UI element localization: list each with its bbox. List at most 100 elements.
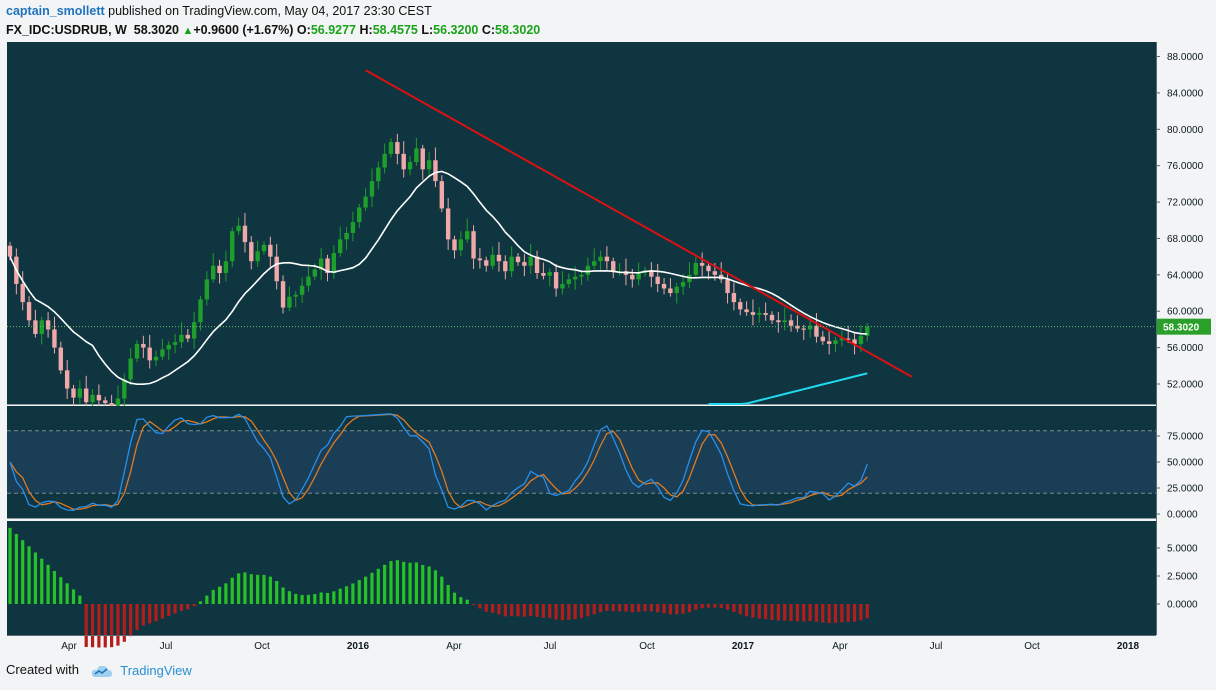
hist-bar-positive [243,572,247,604]
price-axis[interactable]: 88.0000 84.0000 80.0000 76.0000 72.0000 68.00… [1156,42,1211,635]
candle-up [547,272,552,276]
hist-bar-positive [319,592,323,604]
time-tick-label: Oct [1024,641,1040,652]
time-tick-label: Apr [446,641,462,652]
tradingview-link[interactable]: TradingView [120,663,192,679]
hist-bar-negative [745,604,749,617]
candle-down [534,256,540,274]
hist-bar-positive [357,580,361,604]
candle-down [84,388,89,403]
hist-bar-positive [14,534,18,604]
hist-bar-negative [827,604,831,624]
time-tick-label: Jul [160,641,173,652]
histogram-pane[interactable] [7,521,1156,648]
candle-down [433,160,438,182]
time-tick-label: Jul [544,641,557,652]
candle-down [541,273,546,276]
candle-down [20,283,25,303]
hist-bar-negative [554,604,558,620]
hist-bar-negative [751,604,755,618]
hist-bar-positive [313,594,317,604]
candle-up [363,196,368,208]
candle-up [369,181,375,197]
hist-bar-positive [52,570,57,604]
hist-bar-negative [567,604,571,620]
publish-info: published on TradingView.com, May 04, 20… [108,4,432,18]
moving-average-line [9,170,868,385]
candle-down [268,244,273,257]
hist-tick-label: 0.0000 [1167,600,1198,611]
hist-bar-negative [471,604,476,605]
candle-up [153,356,159,361]
chart-canvas[interactable]: 88.0000 84.0000 80.0000 76.0000 72.0000 68.00… [0,40,1216,660]
candle-up [426,160,432,170]
candle-up [312,269,317,277]
candle-up [198,299,203,323]
hist-bar-negative [694,604,698,610]
hist-bar-positive [59,577,63,604]
candle-down [496,254,502,262]
candle-down [668,288,673,294]
hist-bar-positive [40,558,44,604]
hist-bar-negative [865,604,869,619]
hist-bar-negative [598,604,603,613]
hist-bar-positive [224,583,228,604]
time-tick-label: Oct [639,641,655,652]
ohlc-line: FX_IDC:USDRUB, W 58.3020 ▲+0.9600 (+1.67… [6,23,540,37]
candle-down [64,370,70,389]
hist-bar-negative [821,604,825,623]
stochastic-pane[interactable] [7,406,1156,519]
candle-up [261,244,267,252]
hist-bar-negative [122,604,126,642]
candle-up [166,344,171,350]
low-value: 56.3200 [433,23,479,37]
hist-bar-positive [414,562,418,604]
candle-down [484,260,489,266]
hist-bar-negative [135,604,139,631]
price-tick-label: 84.0000 [1167,88,1204,99]
candle-up [560,283,565,289]
candle-up [357,207,362,223]
candle-down [7,245,13,257]
hist-tick-label: 5.0000 [1167,544,1198,555]
candle-up [490,254,495,266]
candle-down [439,181,444,209]
candle-down [553,272,559,289]
price-tick-label: 52.0000 [1167,379,1204,390]
candle-down [217,265,222,274]
hist-bar-negative [649,604,653,612]
hist-bar-positive [370,572,374,604]
price-tick-label: 56.0000 [1167,343,1204,354]
high-value: 58.4575 [372,23,418,37]
hist-bar-positive [465,599,469,604]
candle-up [191,322,197,339]
candle-up [858,335,864,344]
hist-bar-negative [141,604,145,626]
open-value: 56.9277 [310,23,356,37]
hist-bar-positive [217,586,222,604]
current-price-label: 58.3020 [1163,323,1200,334]
candle-up [160,349,165,357]
hist-bar-negative [618,604,622,612]
candle-up [757,313,762,315]
candle-down [26,302,32,321]
price-pane[interactable] [7,42,1156,417]
hist-bar-negative [637,604,641,612]
hist-bar-negative [852,604,857,622]
hist-bar-positive [452,592,457,604]
author-link[interactable]: captain_smollett [6,4,105,18]
candle-up [414,148,419,163]
tradingview-cloud-icon[interactable] [91,664,113,678]
candle-up [90,394,95,403]
time-axis[interactable]: Apr Jul Oct 2016 Apr Jul Oct 2017 Apr Jul Oct 2018 [7,635,1156,653]
candle-down [604,256,610,262]
candle-down [801,328,806,330]
hist-bar-negative [484,604,488,612]
hist-bar-negative [160,604,164,619]
hist-bar-negative [675,604,679,615]
stoch-tick-label: 50.0000 [1167,458,1204,469]
hist-bar-negative [783,604,787,621]
price-tick-label: 68.0000 [1167,234,1204,245]
hist-bar-negative [668,604,672,615]
close-label: C: [481,23,496,37]
